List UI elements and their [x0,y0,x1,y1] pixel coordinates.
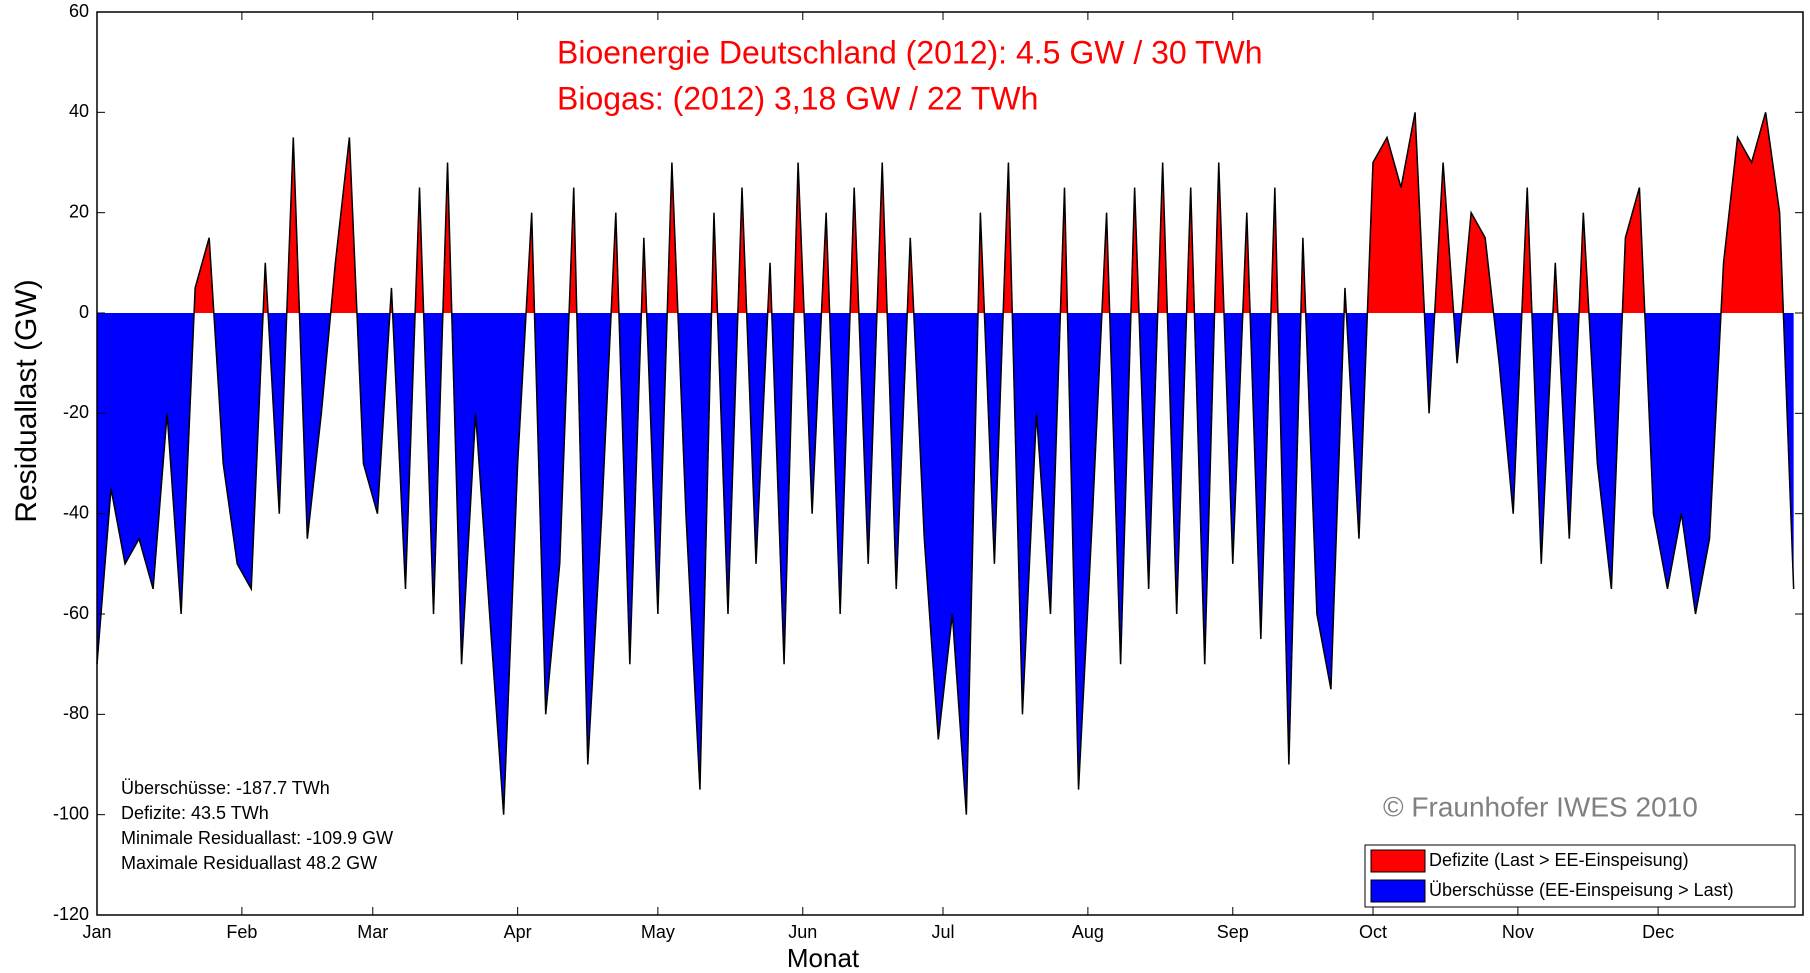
x-axis-label: Monat [787,943,860,973]
legend-box [1364,844,1796,908]
x-tick-label: Nov [1502,922,1534,942]
x-tick-label: Dec [1642,922,1674,942]
x-tick-label: Jun [788,922,817,942]
x-tick-label: Feb [226,922,257,942]
x-tick-label: Oct [1359,922,1387,942]
x-tick-label: Sep [1217,922,1249,942]
stats-text: Maximale Residuallast 48.2 GW [121,853,377,873]
x-tick-label: May [641,922,675,942]
stats-text: Minimale Residuallast: -109.9 GW [121,828,393,848]
headline: Biogas: (2012) 3,18 GW / 22 TWh [557,80,1038,116]
y-tick-label: -40 [63,502,89,522]
y-tick-label: -80 [63,703,89,723]
x-tick-label: Jul [931,922,954,942]
plot-frame [96,11,1804,916]
series-line [96,112,1795,815]
stats-text: Überschüsse: -187.7 TWh [121,778,330,798]
y-tick-label: -120 [53,904,89,924]
y-tick-label: 0 [79,302,89,322]
y-tick-label: -60 [63,603,89,623]
y-tick-label: -20 [63,402,89,422]
legend-label: Überschüsse (EE-Einspeisung > Last) [1429,880,1734,900]
area-negative [97,313,1794,815]
copyright: © Fraunhofer IWES 2010 [1383,791,1698,822]
legend-swatch [1370,879,1426,903]
y-tick-label: -100 [53,803,89,823]
legend-label: Defizite (Last > EE-Einspeisung) [1429,850,1689,870]
headline: Bioenergie Deutschland (2012): 4.5 GW / … [557,34,1263,70]
x-tick-label: Aug [1072,922,1104,942]
y-tick-label: 60 [69,1,89,21]
x-tick-label: Apr [504,922,532,942]
legend-swatch [1370,849,1426,873]
x-tick-label: Mar [357,922,388,942]
y-tick-label: 40 [69,101,89,121]
y-axis-label: Residuallast (GW) [10,279,43,522]
y-tick-label: 20 [69,201,89,221]
stats-text: Defizite: 43.5 TWh [121,803,269,823]
x-tick-label: Jan [82,922,111,942]
